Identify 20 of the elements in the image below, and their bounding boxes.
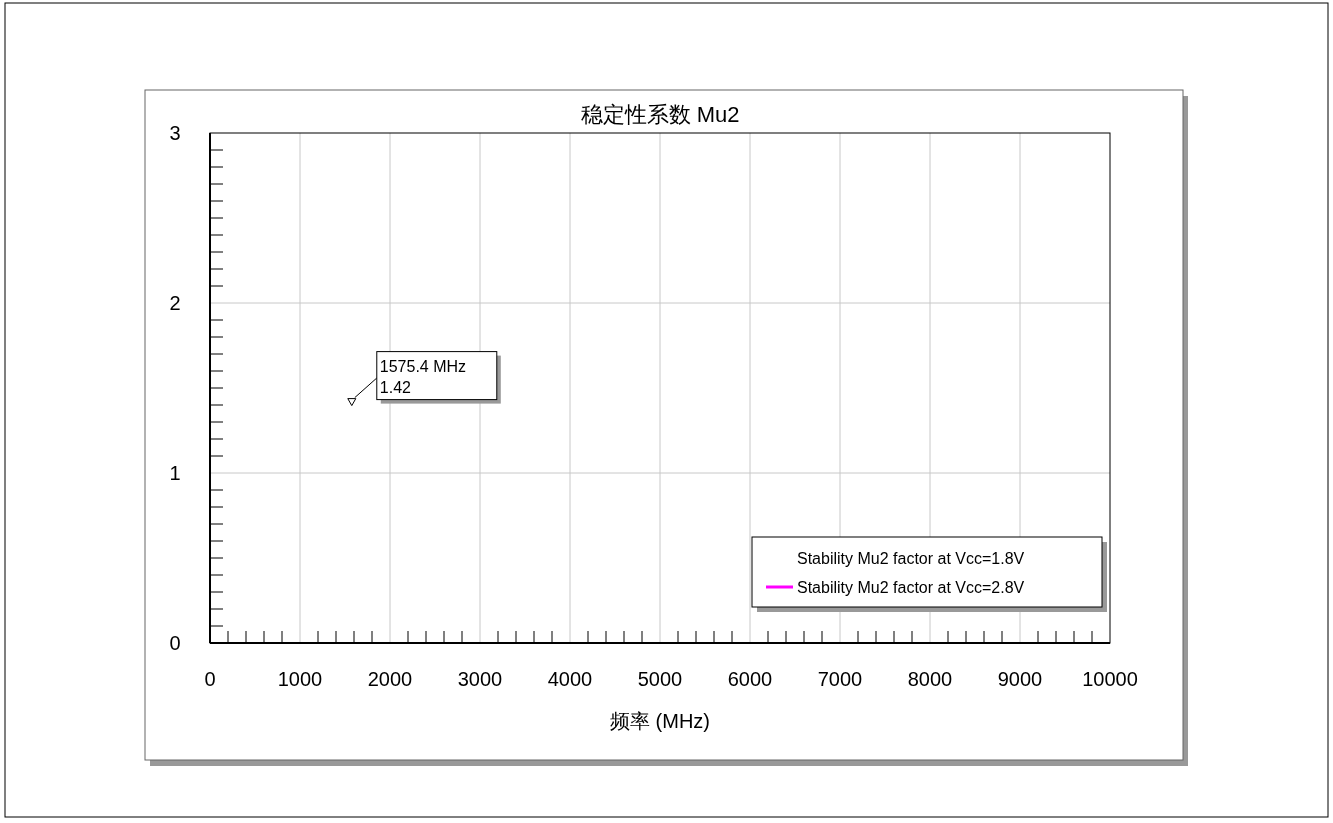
y-tick-label: 1 — [169, 462, 181, 484]
x-tick-label: 1000 — [277, 668, 323, 690]
text: Stability Mu2 factor at Vcc=1.8V — [797, 550, 1025, 567]
x-axis-title: 频率 (MHz) — [610, 710, 710, 732]
x-tick-label: 5000 — [637, 668, 683, 690]
x-tick-label: 6000 — [727, 668, 773, 690]
x-tick-label: 7000 — [817, 668, 863, 690]
x-tick-label: 2000 — [367, 668, 413, 690]
x-tick-label: 4000 — [547, 668, 593, 690]
chart-title: 稳定性系数 Mu2 — [580, 102, 740, 127]
x-tick-label: 9000 — [997, 668, 1043, 690]
y-tick-label: 0 — [169, 632, 181, 654]
x-tick-label: 0 — [204, 668, 216, 690]
x-tick-label: 3000 — [457, 668, 503, 690]
x-tick-label: 10000 — [1082, 668, 1138, 690]
annotation: 1575.4 MHz 1.42 — [379, 357, 467, 396]
x-tick-label: 8000 — [907, 668, 953, 690]
y-tick-label: 3 — [169, 122, 181, 144]
y-tick-label: 2 — [169, 292, 181, 314]
legend-label: Stability Mu2 factor at Vcc=2.8V — [797, 579, 1025, 596]
